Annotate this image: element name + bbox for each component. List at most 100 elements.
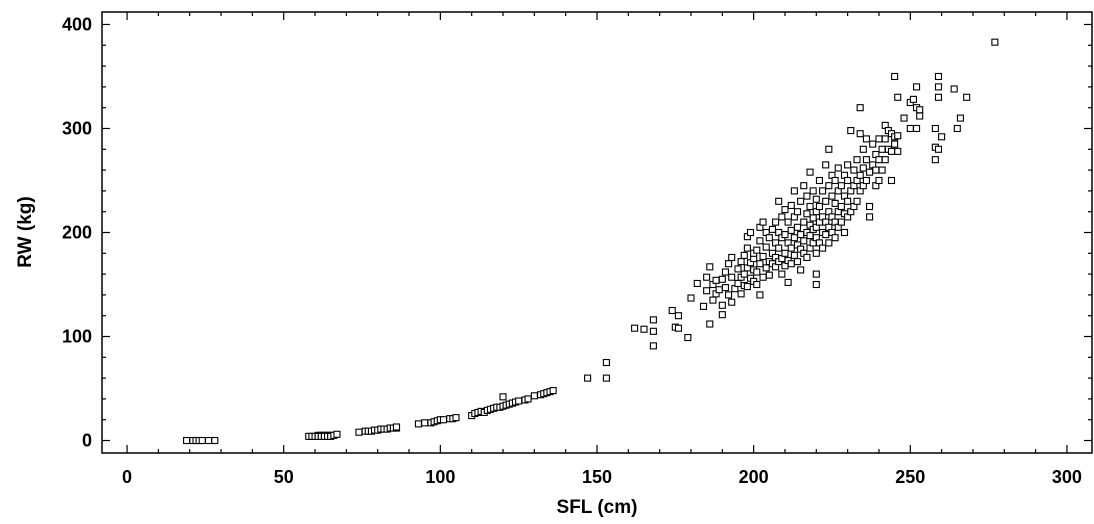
x-axis: 0 50 100 150 200 250 300: [122, 12, 1082, 487]
data-point: [825, 239, 833, 247]
y-axis: 0 100 200 300 400: [62, 14, 1092, 451]
data-point: [916, 106, 924, 114]
data-point: [602, 374, 610, 382]
data-point: [790, 251, 798, 259]
data-point: [668, 306, 676, 315]
data-point: [894, 147, 902, 155]
data-point: [790, 187, 798, 195]
data-point: [515, 397, 523, 405]
data-point: [819, 187, 827, 195]
data-point: [938, 133, 946, 141]
data-point: [831, 176, 839, 185]
data-point: [822, 197, 830, 205]
data-point: [800, 218, 808, 226]
data-point: [894, 93, 902, 101]
data-point: [740, 251, 748, 259]
data-point: [765, 271, 773, 279]
data-point: [706, 263, 714, 271]
data-point: [725, 291, 733, 299]
data-point: [906, 124, 914, 133]
data-point: [768, 225, 776, 233]
data-point: [640, 325, 648, 333]
data-point: [737, 290, 745, 298]
data-point: [787, 201, 795, 210]
data-point: [862, 156, 870, 164]
data-point: [765, 234, 773, 242]
data-point: [718, 301, 726, 309]
data-point: [894, 132, 902, 140]
data-point: [869, 140, 877, 148]
data-point: [887, 147, 896, 155]
data-point: [746, 228, 755, 237]
data-point: [756, 260, 764, 268]
data-point: [499, 393, 507, 401]
data-point: [953, 124, 961, 133]
data-points: [183, 38, 999, 445]
data-point: [878, 166, 886, 174]
y-tick-label: 100: [62, 327, 92, 347]
data-point: [803, 192, 811, 200]
data-point: [649, 327, 657, 335]
data-point: [421, 419, 429, 427]
data-point: [866, 202, 874, 211]
data-point: [753, 246, 761, 254]
data-point: [831, 199, 839, 207]
data-point: [392, 423, 401, 431]
data-point: [781, 231, 789, 239]
data-point: [721, 268, 729, 276]
data-point: [891, 72, 899, 81]
data-point: [759, 252, 767, 260]
data-point: [183, 436, 191, 445]
data-point: [734, 265, 742, 273]
data-point: [856, 130, 864, 138]
data-point: [822, 161, 830, 169]
data-point: [793, 208, 802, 216]
data-point: [815, 202, 823, 211]
data-point: [809, 187, 817, 195]
data-point: [198, 436, 206, 445]
data-point: [759, 218, 767, 226]
data-point: [875, 135, 883, 143]
data-point: [703, 287, 711, 295]
data-point: [649, 316, 657, 324]
data-point: [844, 176, 852, 185]
data-point: [737, 258, 745, 266]
data-point: [850, 166, 858, 174]
x-tick-label: 300: [1052, 467, 1082, 487]
data-point: [909, 95, 917, 103]
data-point: [866, 213, 874, 221]
x-tick-label: 100: [425, 467, 455, 487]
data-point: [934, 83, 943, 91]
data-point: [862, 135, 870, 143]
data-point: [828, 192, 836, 200]
data-point: [452, 414, 460, 422]
data-point: [834, 164, 842, 172]
data-point: [900, 114, 908, 122]
data-point: [778, 213, 786, 221]
data-point: [743, 244, 751, 252]
data-point: [414, 420, 422, 428]
x-tick-label: 200: [739, 467, 769, 487]
data-point: [872, 166, 880, 174]
data-point: [756, 237, 764, 245]
data-point: [875, 176, 883, 185]
y-tick-label: 0: [82, 431, 92, 451]
data-point: [916, 112, 924, 120]
data-point: [825, 145, 833, 153]
data-point: [891, 140, 899, 148]
data-point: [753, 280, 761, 289]
x-tick-label: 50: [274, 467, 294, 487]
data-point: [991, 38, 999, 46]
data-point: [793, 223, 802, 231]
data-point: [881, 135, 889, 143]
data-point: [333, 430, 341, 438]
data-point: [784, 218, 792, 226]
data-point: [762, 264, 770, 272]
data-point: [881, 156, 889, 164]
data-point: [800, 182, 808, 190]
data-point: [703, 273, 711, 281]
data-point: [524, 395, 532, 403]
data-point: [825, 182, 833, 190]
data-point: [844, 197, 852, 205]
